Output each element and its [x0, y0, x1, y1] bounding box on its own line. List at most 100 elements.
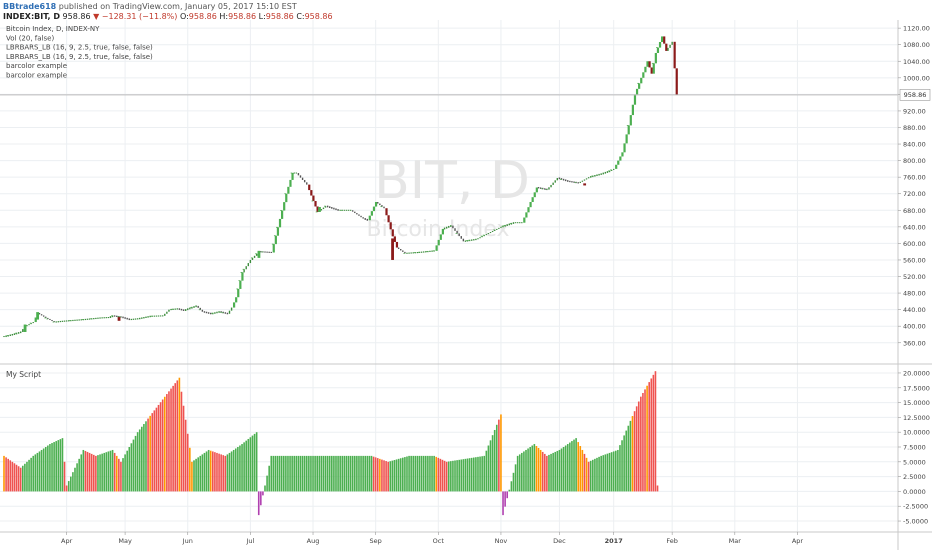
price-bar-tick [290, 172, 293, 174]
histogram-bar [381, 459, 383, 492]
histogram-bar [393, 460, 396, 492]
price-bar-tick [591, 175, 594, 177]
legend-entry: Vol (20, false) [6, 34, 54, 42]
histogram-bar [635, 406, 638, 492]
histogram-bar [443, 460, 446, 492]
price-bar [130, 318, 133, 321]
histogram-bar [462, 459, 465, 492]
price-bar [63, 320, 66, 322]
price-bar [571, 181, 573, 183]
time-tick-label: Dec [553, 537, 566, 545]
legend-entry: barcolor example [6, 62, 67, 70]
histogram-bar [199, 455, 202, 492]
price-bar [105, 317, 108, 319]
price-bar [86, 318, 89, 320]
histogram-bar [88, 452, 91, 492]
close-label: C: [296, 12, 305, 21]
time-tick-label: Sep [370, 537, 382, 545]
indicator-tick-label: 5.0000 [903, 458, 926, 466]
price-bar [400, 248, 402, 251]
price-bar [187, 308, 189, 311]
price-tick-label: 400.00 [903, 323, 926, 331]
histogram-bar [376, 458, 379, 492]
histogram-bar [216, 452, 218, 492]
histogram-bar [414, 455, 417, 492]
price-bar-tick [81, 319, 84, 320]
histogram-bar [82, 449, 85, 492]
histogram-bar [637, 401, 640, 492]
histogram-bar [592, 459, 594, 492]
histogram-bar [631, 416, 634, 492]
histogram-bar [566, 444, 569, 492]
histogram-bar [619, 445, 621, 492]
price-bar [377, 202, 379, 204]
histogram-bar [408, 455, 410, 492]
price-tick-label: 800.00 [903, 157, 926, 165]
author-link[interactable]: BBtrade618 [3, 2, 57, 11]
price-bar [485, 234, 488, 236]
histogram-bar [450, 461, 452, 492]
indicator-tick-label: 10.0000 [903, 429, 930, 437]
histogram-bar [128, 447, 131, 492]
price-bar [362, 217, 364, 219]
histogram-bar [356, 455, 358, 492]
histogram-bar [316, 455, 318, 492]
price-bar [28, 324, 30, 326]
price-bar [587, 177, 590, 179]
histogram-bar [214, 452, 216, 492]
price-bar [635, 88, 639, 95]
histogram-bar [237, 447, 239, 492]
histogram-bar [161, 399, 164, 492]
histogram-bar [103, 452, 106, 492]
histogram-bar [610, 452, 613, 492]
price-bar [585, 178, 588, 180]
price-bar [61, 320, 64, 322]
price-bar [268, 251, 270, 253]
price-bar [47, 317, 49, 319]
price-bar [460, 236, 462, 239]
price-bar-tick [261, 251, 264, 253]
last-price-badge-box [899, 89, 931, 101]
price-bar [450, 225, 452, 227]
price-bar [145, 316, 147, 319]
price-bar [161, 315, 164, 317]
histogram-bar [326, 455, 329, 492]
histogram-bar [124, 454, 126, 492]
price-bar [126, 317, 128, 320]
price-bar-tick [501, 225, 504, 227]
histogram-bar [118, 458, 120, 492]
price-bar [633, 94, 637, 105]
histogram-bar [579, 446, 582, 492]
price-bar [654, 52, 657, 64]
price-bar [180, 308, 183, 311]
price-bar-tick [480, 235, 483, 237]
price-bar [564, 179, 567, 182]
price-bar [404, 251, 406, 254]
price-bar [276, 227, 280, 236]
watermark: BIT, D Bitcoin Index [367, 151, 530, 242]
price-bar [251, 257, 254, 260]
price-bar [667, 47, 669, 51]
histogram-bar [180, 391, 183, 492]
histogram-bar [222, 455, 225, 492]
histogram-bar [186, 433, 189, 492]
price-bar [389, 222, 392, 230]
legend-entry: barcolor example [6, 72, 67, 80]
chart-canvas[interactable]: BIT, D Bitcoin Index 1120.00 1080.00 1040.… [0, 20, 932, 550]
published-text: published on TradingView.com, January 05… [58, 2, 297, 11]
histogram-bar [335, 455, 337, 492]
histogram-bar [266, 475, 268, 492]
histogram-bar [314, 455, 316, 492]
price-bar [289, 179, 292, 187]
price-bar [596, 174, 598, 177]
histogram-bar [406, 456, 408, 492]
histogram-bar [155, 407, 158, 492]
histogram-bar [370, 455, 373, 492]
histogram-bar [625, 430, 628, 492]
price-bar [205, 311, 208, 314]
price-bar [372, 206, 376, 212]
price-bar [583, 179, 586, 181]
histogram-bar [583, 453, 586, 492]
price-bar [34, 317, 37, 323]
indicator-tick-label: 17.5000 [903, 384, 930, 392]
